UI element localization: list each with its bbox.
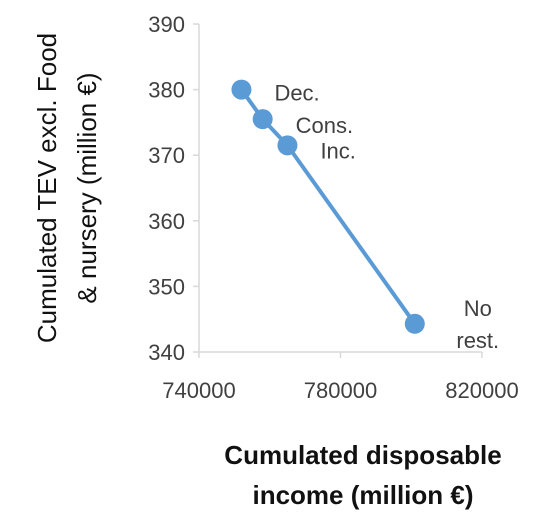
plot-area: 340 350 360 370 380 390 740000 780000 820000 Dec.… [148,12,518,403]
data-label: Inc. [320,138,355,163]
y-axis-title-line: & nursery (million €) [72,72,102,303]
x-axis-title-line: income (million €) [252,480,473,510]
data-label: rest. [456,328,499,353]
data-point [252,109,273,130]
y-axis-title-text: Cumulated TEV excl. Food & nursery (milli… [32,33,102,343]
x-tick-label: 780000 [304,378,377,403]
data-point [231,79,252,100]
y-tick-label: 350 [148,274,185,299]
y-axis-title: Cumulated TEV excl. Food & nursery (milli… [32,33,102,343]
y-tick-label: 390 [148,12,185,37]
data-label: Cons. [296,113,353,138]
data-label: No [464,296,492,321]
y-tick-label: 380 [148,78,185,103]
data-point [277,135,298,156]
data-label: Dec. [274,81,319,106]
y-tick-label: 370 [148,143,185,168]
x-tick-label: 740000 [162,378,235,403]
x-tick-label: 820000 [445,378,518,403]
x-axis-title-line: Cumulated disposable [224,440,501,470]
x-axis-title: Cumulated disposable income (million €) [224,440,501,510]
series-line [239,88,417,325]
data-point [404,313,425,334]
y-axis-title-line: Cumulated TEV excl. Food [32,33,62,343]
y-tick-label: 340 [148,340,185,365]
y-tick-label: 360 [148,209,185,234]
